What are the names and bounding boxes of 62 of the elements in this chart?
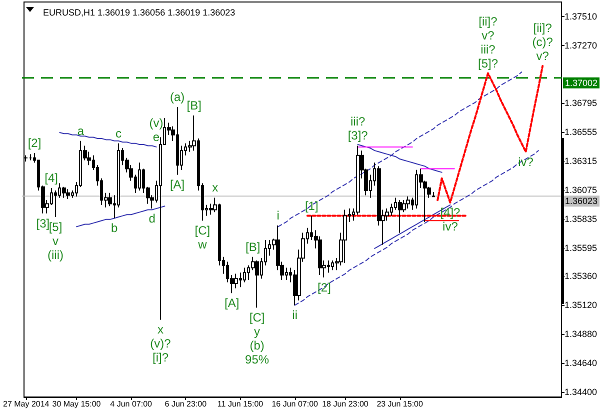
annotation: c: [115, 126, 122, 140]
annotation: b: [110, 221, 118, 236]
x-tick-label: 16 Jun 07:00: [272, 400, 319, 408]
annotation: (a): [170, 90, 185, 104]
ref-line-label: 1.36023: [565, 196, 598, 206]
annotation: [1]: [304, 198, 318, 213]
y-tick-label: 1.34880: [564, 329, 598, 340]
candlestick: [243, 267, 246, 283]
annotation: [A]: [170, 178, 185, 192]
y-tick-label: 1.36075: [564, 184, 598, 195]
candlestick: [29, 154, 32, 161]
x-tick-label: 6 Jun 23:00: [164, 400, 208, 408]
annotation: [C] w: [194, 224, 210, 252]
annotation: x (v)? [i]?: [150, 322, 172, 365]
candlestick: [234, 273, 238, 289]
annotation: iii? [3]?: [348, 114, 368, 143]
candlestick: [432, 192, 435, 198]
annotation: x: [212, 180, 218, 195]
x-tick-label: 30 May 15:00: [52, 400, 102, 408]
annotation: a: [77, 124, 84, 138]
candlestick: [66, 188, 70, 200]
x-tick-label: 27 May 2014: [2, 400, 50, 408]
y-tick-label: 1.35835: [564, 214, 598, 224]
x-tick-label: 18 Jun 23:00: [322, 400, 369, 408]
y-tick-label: 1.37510: [564, 11, 598, 22]
y-tick-label: 1.35360: [564, 271, 598, 282]
annotation: iv?: [518, 154, 534, 169]
annotation: [A]: [224, 296, 240, 310]
y-tick-label: 1.35595: [564, 242, 598, 253]
y-tick-label: 1.37270: [564, 40, 598, 50]
x-tick-label: 23 Jun 15:00: [376, 400, 424, 408]
line-series: [357, 144, 442, 173]
annotation: [B]: [246, 240, 260, 254]
x-tick-label: 4 Jun 07:00: [110, 400, 153, 408]
annotation: [ii]? (c)? v?: [532, 21, 554, 64]
y-tick-label: 1.36795: [564, 98, 598, 108]
annotation: d: [148, 212, 156, 226]
candlestick: [138, 162, 141, 191]
text: EURUSD,H1 1.36019 1.36056 1.36019 1.36023: [43, 8, 236, 18]
annotation: [4]: [44, 171, 58, 186]
annotation: [2]: [28, 136, 42, 150]
line-series: [294, 150, 539, 306]
annotation: ii: [292, 308, 298, 322]
candlestick: [255, 260, 259, 308]
y-tick-label: 1.36555: [564, 126, 598, 137]
ref-line-label: 1.37002: [565, 78, 598, 88]
candlestick: [406, 196, 410, 210]
annotation: [C] y (b) 95%: [245, 310, 270, 367]
y-tick-label: 1.34400: [564, 387, 598, 398]
annotation: [3]: [36, 216, 50, 230]
candlestick: [398, 200, 402, 234]
annotation: [5] v (iii): [48, 220, 64, 262]
candlestick: [343, 209, 347, 264]
x-tick-label: 11 Jun 15:00: [217, 400, 264, 408]
annotation: [ii]? v? iii? [5]?: [478, 14, 498, 70]
candlestick: [62, 186, 66, 198]
y-tick-label: 1.36315: [564, 156, 598, 166]
y-tick-label: 1.34640: [564, 358, 598, 368]
annotation: (v) e: [149, 116, 164, 144]
y-tick-label: 1.35120: [564, 300, 598, 310]
annotation: [B]: [186, 98, 202, 113]
annotation: i: [276, 208, 280, 222]
